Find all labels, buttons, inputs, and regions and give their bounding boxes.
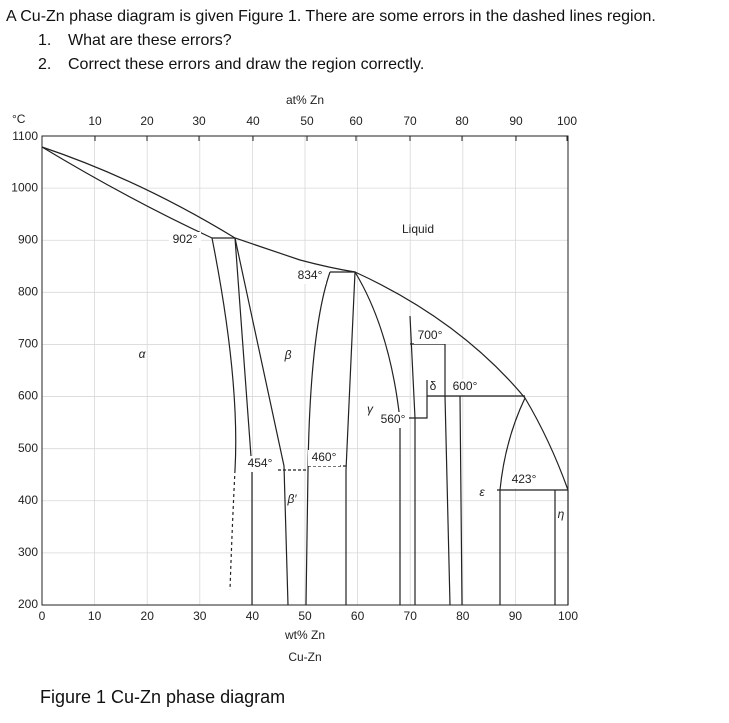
region-label: 600° [453, 379, 478, 393]
top-tick-label: 90 [509, 114, 523, 128]
plot-frame [41, 135, 569, 606]
x-tick-label: 50 [298, 609, 312, 623]
region-label: 454° [248, 456, 273, 470]
caption: Figure 1 Cu-Zn phase diagram [40, 687, 286, 707]
region-label: 460° [312, 450, 337, 464]
x-tick-label: 80 [456, 609, 470, 623]
region-label: Liquid [402, 222, 434, 236]
top-tick-label: 60 [349, 114, 363, 128]
region-label: γ [367, 402, 374, 416]
y-tick-label: 300 [18, 545, 38, 559]
item-number: 1. [38, 32, 52, 49]
region-label: 560° [381, 412, 406, 426]
region-label: α [139, 347, 147, 361]
top-tick-label: 50 [300, 114, 314, 128]
x-tick-label: 70 [404, 609, 418, 623]
x-tick-label: 90 [509, 609, 523, 623]
alpha-solvus-dashed [229, 469, 236, 591]
region-label: 834° [298, 268, 323, 282]
label-background [508, 472, 540, 488]
y-tick-label: 700 [18, 337, 38, 351]
beta-right [305, 271, 331, 606]
x-tick-label: 30 [193, 609, 207, 623]
y-tick-label: 900 [18, 232, 38, 246]
question: A Cu-Zn phase diagram is given Figure 1.… [6, 8, 656, 25]
beta-left-2 [234, 237, 289, 606]
item-text: Correct these errors and draw the region… [68, 56, 425, 73]
item-number: 2. [38, 56, 52, 73]
region-label: η [558, 507, 565, 521]
x-axis-label: wt% Zn [284, 628, 325, 642]
label-background [449, 379, 481, 395]
top-tick-label: 40 [246, 114, 260, 128]
y-tick-label: 1000 [11, 180, 38, 194]
top-tick-label: 20 [140, 114, 154, 128]
label-background [294, 268, 326, 284]
top-tick-label: 10 [88, 114, 102, 128]
x-tick-label: 100 [558, 609, 578, 623]
top-tick-label: 70 [403, 114, 417, 128]
gamma-left [330, 271, 356, 605]
label-background [308, 450, 340, 466]
solidus [41, 146, 235, 239]
y-unit: °C [12, 112, 26, 126]
y-tick-label: 1100 [12, 129, 38, 143]
label-background [414, 328, 446, 344]
alloy-label: Cu-Zn [288, 650, 321, 664]
top-tick-label: 100 [557, 114, 577, 128]
x-tick-label: 20 [141, 609, 155, 623]
item-text: What are these errors? [68, 32, 232, 49]
y-tick-label: 400 [18, 493, 38, 507]
region-label: 700° [418, 328, 443, 342]
region-label: δ [430, 379, 437, 393]
label-background [169, 232, 201, 248]
y-tick-label: 600 [18, 389, 38, 403]
top-axis-label: at% Zn [286, 93, 324, 107]
y-tick-label: 200 [18, 597, 38, 611]
y-tick-label: 500 [18, 441, 38, 455]
top-tick-label: 30 [192, 114, 206, 128]
alpha-solvus [211, 237, 237, 471]
beta-left [234, 237, 253, 605]
top-tick-label: 80 [455, 114, 469, 128]
label-background [377, 412, 409, 428]
x-tick-label: 0 [39, 609, 46, 623]
gamma-right [354, 271, 401, 605]
region-label: β′ [286, 492, 297, 506]
region-label: 902° [173, 232, 198, 246]
region-label: β [284, 348, 292, 362]
region-labels: 902° 834° Liquid 700° δ 600° γ 560° 460° 454° 423°… [139, 222, 565, 521]
grid [41, 135, 569, 606]
peritectic-lines [400, 315, 569, 606]
x-tick-label: 40 [246, 609, 260, 623]
region-label: 423° [512, 472, 537, 486]
y-tick-label: 800 [18, 285, 38, 299]
x-tick-label: 10 [88, 609, 102, 623]
region-label: ε [479, 485, 485, 499]
x-tick-label: 60 [351, 609, 365, 623]
label-background [244, 456, 276, 472]
